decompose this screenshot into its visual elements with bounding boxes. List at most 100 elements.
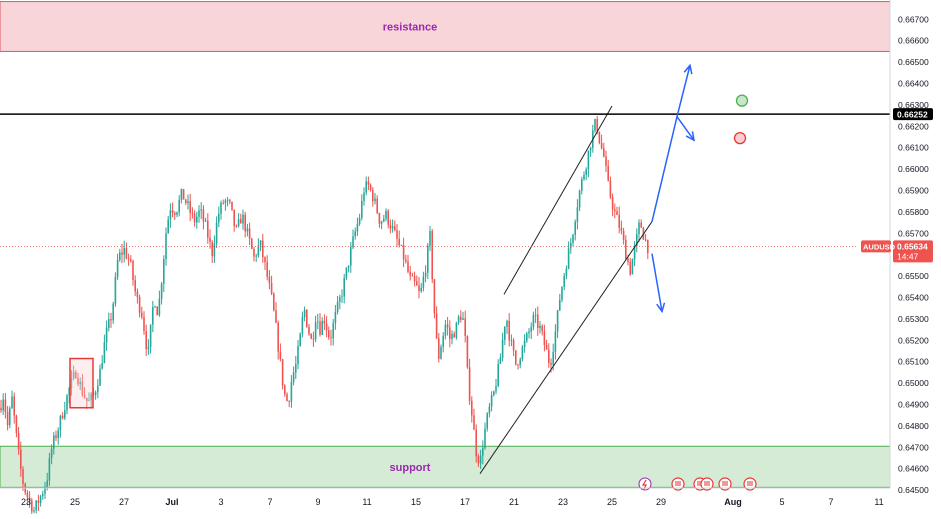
candle-body [515, 350, 517, 365]
candle-body [407, 261, 409, 272]
candle-body [405, 259, 407, 262]
candle-body [255, 255, 257, 257]
x-tick-label: Aug [724, 497, 742, 507]
candle-body [636, 234, 638, 246]
countdown-label: 14:47 [897, 251, 919, 261]
candle-body [204, 220, 207, 222]
candle-body [13, 396, 15, 416]
candle-body [303, 309, 306, 318]
zones-layer: resistance support [0, 1, 891, 488]
x-tick-label: 5 [779, 497, 784, 507]
candle-body [50, 448, 53, 459]
candle-body [26, 492, 29, 498]
channel-upper-line [503, 105, 613, 295]
candle-body [442, 335, 444, 347]
candle-body [378, 213, 381, 224]
candle-body [479, 455, 482, 464]
candle-body [156, 306, 158, 316]
marked-level-badge [893, 108, 933, 121]
candle-body [488, 406, 491, 414]
candle-body [127, 258, 130, 260]
candle-body [187, 201, 189, 203]
candle-body [207, 220, 209, 238]
candle-body [343, 277, 345, 297]
candle-body [2, 399, 4, 411]
candle-body [486, 413, 488, 429]
candle-body [523, 340, 526, 347]
candle-body [647, 239, 649, 254]
candle-body [629, 262, 631, 275]
x-tick-label: 7 [828, 497, 833, 507]
candle-body [182, 189, 185, 200]
y-tick-label: 0.66700 [898, 14, 929, 24]
candle-body [121, 252, 123, 255]
flag-icon-fill [747, 481, 753, 486]
candle-body [644, 239, 647, 241]
candle-body [367, 181, 370, 185]
candle-body [616, 211, 618, 215]
candle-body [229, 199, 231, 202]
candle-body [598, 131, 601, 144]
candle-body [328, 330, 330, 338]
candle-body [218, 213, 220, 223]
candle-body [77, 378, 79, 385]
candle-body [79, 381, 81, 385]
y-tick-label: 0.66000 [898, 164, 929, 174]
candle-body [565, 268, 568, 276]
x-tick-label: 11 [874, 497, 883, 507]
candle-body [44, 486, 46, 494]
flag-icon-fill [697, 481, 703, 486]
candle-body [22, 469, 24, 484]
candle-body [466, 335, 469, 368]
flag-icon-fill [704, 481, 710, 486]
candle-body [578, 190, 581, 208]
candle-body [585, 169, 587, 175]
candle-body [237, 219, 240, 227]
candle-body [253, 248, 255, 257]
candle-body [185, 199, 187, 203]
candle-body [248, 228, 251, 239]
candle-body [484, 428, 486, 449]
candle-body [20, 449, 22, 470]
forecast-arrowhead-3 [656, 302, 666, 314]
x-tick-label: 29 [656, 497, 666, 507]
candle-body [59, 415, 62, 431]
candle-body [572, 234, 574, 243]
candle-body [193, 213, 196, 223]
y-tick-label: 0.66400 [898, 78, 929, 88]
candle-body [396, 230, 398, 239]
candle-body [154, 306, 156, 308]
y-tick-label: 0.64900 [898, 399, 929, 409]
resistance-zone [0, 1, 891, 52]
candle-body [290, 382, 293, 402]
candle-body [537, 314, 539, 328]
candle-body [136, 291, 139, 298]
symbol-badge [861, 240, 891, 253]
candle-body [609, 180, 612, 197]
candle-body [281, 359, 284, 386]
candle-body [455, 322, 458, 338]
candle-body [554, 331, 557, 352]
candle-body [277, 322, 279, 352]
candle-body [356, 223, 359, 232]
candle-body [224, 200, 227, 204]
candle-body [242, 214, 244, 224]
candle-body [268, 276, 271, 284]
y-tick-label: 0.64600 [898, 464, 929, 474]
candle-body [251, 238, 253, 249]
candle-body [587, 150, 590, 170]
candle-body [88, 400, 90, 402]
candle-body [0, 407, 2, 411]
candle-body [413, 276, 416, 282]
candle-body [350, 247, 352, 266]
forecast-arrowhead-2 [685, 131, 696, 142]
candle-body [149, 324, 152, 348]
y-tick-label: 0.64700 [898, 442, 929, 452]
candle-body [114, 277, 117, 304]
candle-body [266, 262, 268, 277]
x-tick-label: 17 [460, 497, 470, 507]
candle-body [332, 323, 334, 339]
candle-body [178, 199, 180, 213]
candle-body [321, 320, 323, 335]
